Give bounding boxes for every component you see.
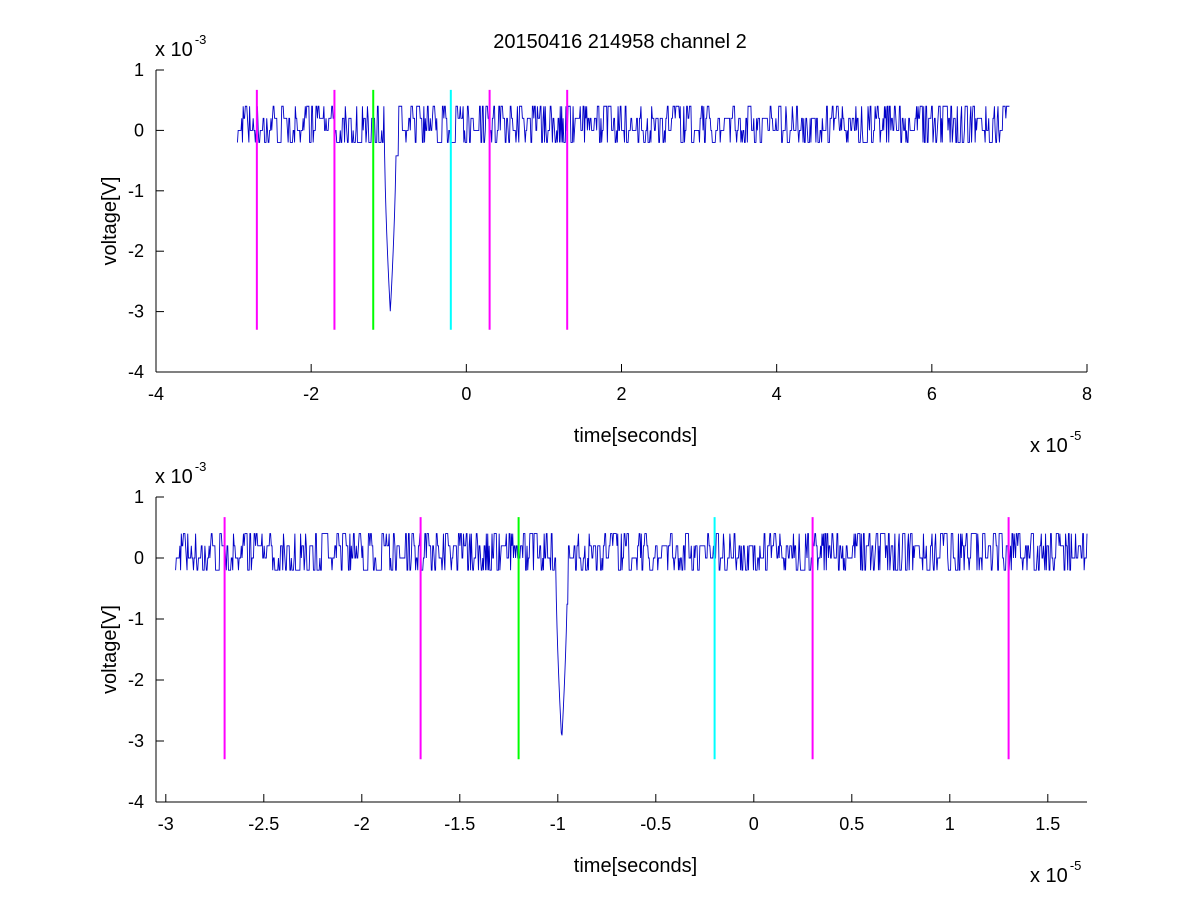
y-tick-label: -3	[128, 302, 144, 322]
y-tick-label: 1	[134, 487, 144, 507]
x-tick-label: -2	[354, 814, 370, 834]
bottom-panel: -3 -2.5 -2 -1.5 -1 -0.5 0 0.5 1 1.5 -4 -3 -2 -1 0 1 time…	[99, 459, 1088, 887]
x-tick-label: 0	[461, 384, 471, 404]
y-tick-label: -1	[128, 609, 144, 629]
figure-title: 20150416 214958 channel 2	[493, 31, 747, 53]
x-tick-label: -1.5	[444, 814, 475, 834]
x-tick-label: 8	[1082, 384, 1092, 404]
x-tick-label: 6	[927, 384, 937, 404]
x-tick-label: -3	[158, 814, 174, 834]
y-tick-label: 0	[134, 120, 144, 140]
x-tick-label: 0	[749, 814, 759, 834]
y-multiplier: x 10 -3	[155, 459, 206, 488]
x-tick-label: 0.5	[839, 814, 864, 834]
x-tick-label: -0.5	[640, 814, 671, 834]
y-tick-label: -4	[128, 792, 144, 812]
signal-trace	[175, 533, 1088, 736]
y-axis-label: voltage[V]	[99, 177, 121, 266]
y-tick-label: 1	[134, 60, 144, 80]
x-tick-label: 1	[945, 814, 955, 834]
x-tick-label: 2	[616, 384, 626, 404]
top-panel: -4 -2 0 2 4 6 8 -4 -3 -2 -1 0 1 time[seconds] voltage[…	[99, 32, 1092, 457]
y-axis-label: voltage[V]	[99, 605, 121, 694]
y-tick-label: -1	[128, 181, 144, 201]
x-tick-label: -2.5	[248, 814, 279, 834]
x-tick-label: -2	[303, 384, 319, 404]
x-tick-label: 4	[772, 384, 782, 404]
y-tick-label: -2	[128, 241, 144, 261]
y-multiplier: x 10 -3	[155, 32, 206, 61]
x-axis-label: time[seconds]	[574, 425, 697, 447]
y-tick-label: -3	[128, 731, 144, 751]
y-tick-label: -2	[128, 670, 144, 690]
y-tick-label: 0	[134, 548, 144, 568]
x-tick-label: -1	[550, 814, 566, 834]
x-multiplier: x 10 -5	[1030, 858, 1081, 887]
x-axis-label: time[seconds]	[574, 855, 697, 877]
x-tick-label: -4	[148, 384, 164, 404]
x-multiplier: x 10 -5	[1030, 428, 1081, 457]
x-tick-label: 1.5	[1035, 814, 1060, 834]
signal-trace	[237, 105, 1010, 312]
y-tick-label: -4	[128, 362, 144, 382]
